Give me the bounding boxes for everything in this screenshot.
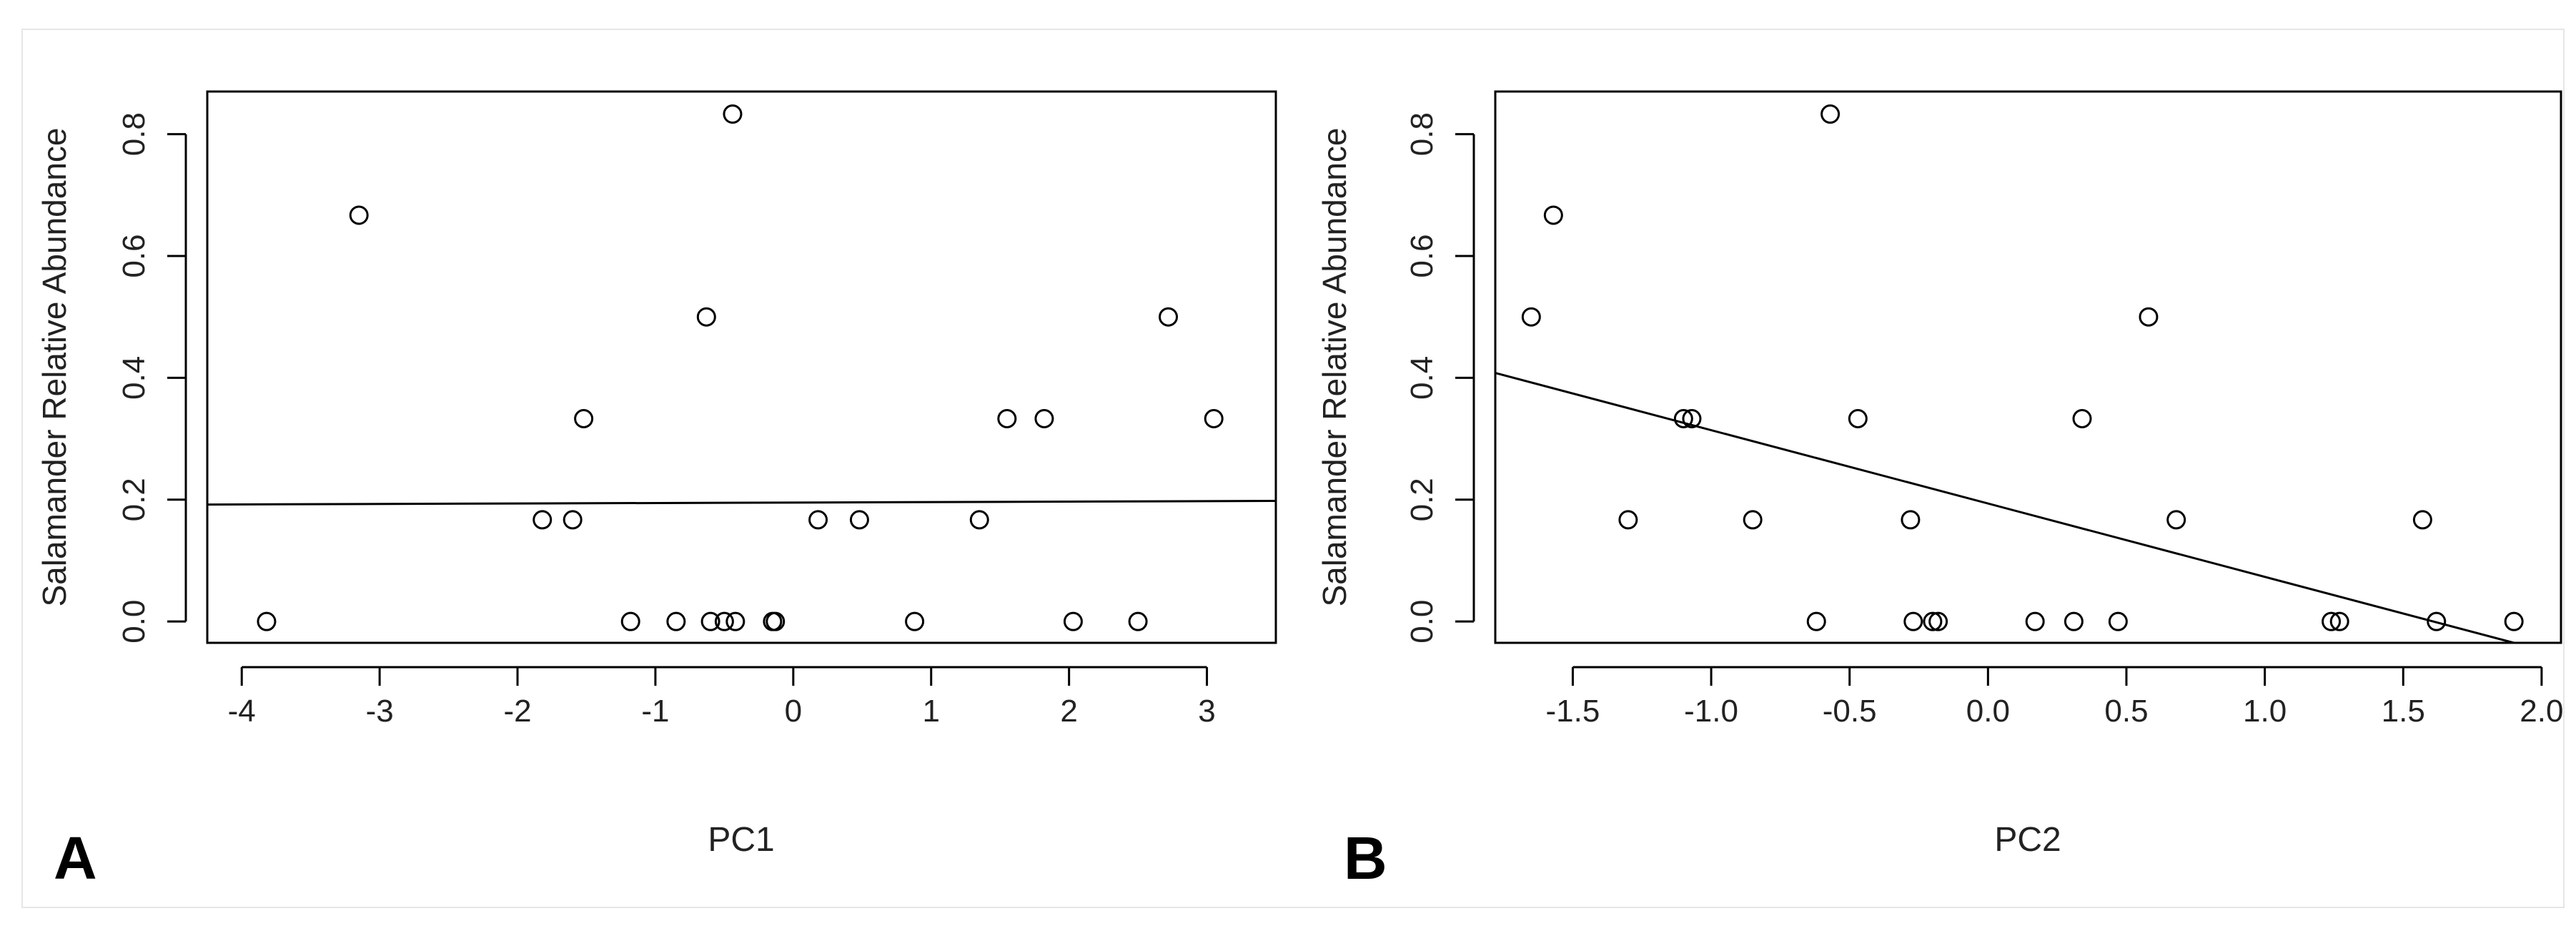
- plot-frame-a: [206, 90, 1277, 644]
- panel-label-a: A: [54, 824, 97, 892]
- data-point-a: [563, 510, 583, 530]
- data-point-a: [723, 104, 743, 124]
- x-tick-label-a: -3: [366, 694, 394, 729]
- y-tick-label-a: 0.4: [117, 356, 152, 400]
- x-tick-label-b: 0.0: [1966, 694, 2010, 729]
- data-point-a: [766, 611, 786, 631]
- data-point-a: [532, 510, 553, 530]
- x-tick-label-a: 3: [1198, 694, 1215, 729]
- x-tick-label-a: -1: [641, 694, 669, 729]
- data-point-b: [1903, 611, 1923, 631]
- x-tick-label-b: -1.0: [1684, 694, 1738, 729]
- data-point-b: [2072, 408, 2092, 428]
- y-axis-label-b: Salamander Relative Abundance: [1316, 127, 1353, 606]
- x-tick-label-a: -2: [503, 694, 531, 729]
- data-point-b: [2504, 611, 2524, 631]
- regression-line-b: [1495, 372, 2515, 644]
- data-point-a: [969, 510, 989, 530]
- data-point-a: [620, 611, 640, 631]
- panel-label-b: B: [1344, 824, 1387, 892]
- data-point-b: [1901, 510, 1921, 530]
- x-tick-label-a: 2: [1060, 694, 1077, 729]
- data-point-b: [2025, 611, 2045, 631]
- data-point-a: [574, 408, 594, 428]
- y-tick-label-b: 0.2: [1405, 478, 1440, 521]
- data-point-b: [1618, 510, 1638, 530]
- y-tick-label-a: 0.8: [117, 112, 152, 156]
- data-point-a: [714, 611, 734, 631]
- data-point-b: [1928, 611, 1948, 631]
- x-tick-label-b: 2.0: [2520, 694, 2563, 729]
- y-tick-label-b: 0.6: [1405, 234, 1440, 277]
- regression-line-a: [207, 499, 1277, 506]
- data-point-a: [808, 510, 828, 530]
- x-tick-label-a: -4: [228, 694, 256, 729]
- data-point-b: [1673, 408, 1693, 428]
- y-tick-label-a: 0.2: [117, 478, 152, 521]
- data-point-b: [1806, 611, 1826, 631]
- data-point-b: [2108, 611, 2128, 631]
- y-tick-label-a: 0.0: [117, 600, 152, 644]
- data-point-a: [1034, 408, 1054, 428]
- data-point-b: [1543, 205, 1563, 225]
- data-point-a: [725, 611, 745, 631]
- x-axis-label-b: PC2: [1994, 821, 2061, 859]
- x-tick-label-b: 1.0: [2243, 694, 2287, 729]
- data-point-a: [849, 510, 869, 530]
- data-point-b: [2166, 510, 2186, 530]
- data-point-b: [1923, 611, 1943, 631]
- y-tick-label-b: 0.8: [1405, 112, 1440, 156]
- y-axis-label-a: Salamander Relative Abundance: [36, 127, 73, 606]
- data-point-a: [696, 307, 716, 327]
- y-tick-label-b: 0.0: [1405, 600, 1440, 644]
- x-tick-label-a: 0: [785, 694, 802, 729]
- plot-frame-b: [1494, 90, 2562, 644]
- data-point-a: [666, 611, 686, 631]
- data-point-b: [1743, 510, 1763, 530]
- data-point-b: [2412, 510, 2432, 530]
- data-point-b: [2139, 307, 2159, 327]
- data-point-a: [905, 611, 925, 631]
- data-point-a: [700, 611, 720, 631]
- data-point-b: [1682, 408, 1702, 428]
- data-point-a: [257, 611, 277, 631]
- data-point-a: [1063, 611, 1083, 631]
- x-tick-label-b: -1.5: [1546, 694, 1600, 729]
- data-point-a: [1128, 611, 1148, 631]
- data-point-a: [1204, 408, 1224, 428]
- data-point-b: [2427, 611, 2447, 631]
- data-point-b: [2322, 611, 2342, 631]
- data-point-b: [2064, 611, 2084, 631]
- data-point-a: [1159, 307, 1179, 327]
- data-point-b: [1820, 104, 1841, 124]
- data-point-b: [2329, 611, 2349, 631]
- data-point-b: [1848, 408, 1868, 428]
- x-axis-label-a: PC1: [708, 821, 774, 859]
- y-tick-label-a: 0.6: [117, 234, 152, 277]
- y-tick-label-b: 0.4: [1405, 356, 1440, 400]
- x-tick-label-a: 1: [922, 694, 939, 729]
- x-tick-label-b: 0.5: [2104, 694, 2148, 729]
- x-tick-label-b: -0.5: [1823, 694, 1877, 729]
- data-point-a: [997, 408, 1017, 428]
- data-point-b: [1521, 307, 1541, 327]
- x-tick-label-b: 1.5: [2382, 694, 2425, 729]
- data-point-a: [349, 205, 369, 225]
